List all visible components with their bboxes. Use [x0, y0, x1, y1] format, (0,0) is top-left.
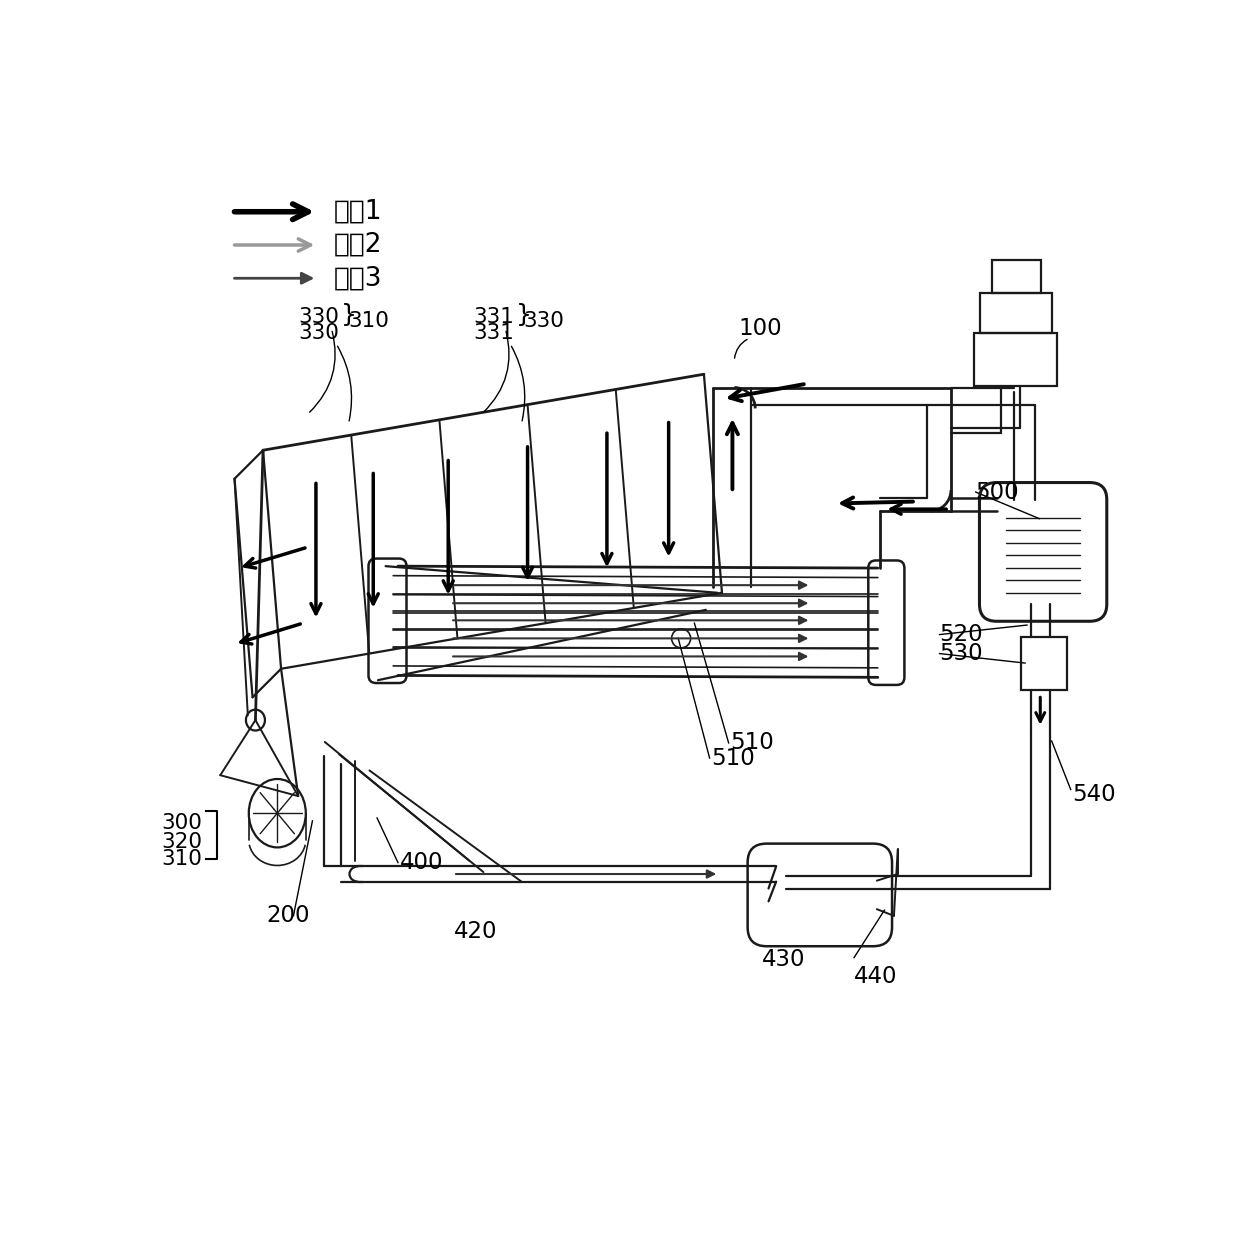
Text: 331: 331 — [472, 323, 513, 343]
Text: 420: 420 — [454, 919, 497, 943]
Text: 400: 400 — [399, 851, 444, 874]
Text: 530: 530 — [940, 642, 983, 665]
Text: 箭头1: 箭头1 — [334, 199, 382, 225]
Text: }: } — [341, 302, 357, 327]
Text: 331: 331 — [472, 307, 513, 327]
Text: 520: 520 — [940, 623, 983, 647]
Text: 500: 500 — [976, 480, 1019, 503]
Text: 310: 310 — [348, 311, 389, 331]
Text: 440: 440 — [854, 965, 898, 988]
Text: 320: 320 — [161, 832, 202, 851]
Text: 510: 510 — [730, 732, 774, 754]
Text: 330: 330 — [298, 323, 339, 343]
Text: 300: 300 — [161, 813, 202, 833]
Text: 310: 310 — [161, 849, 202, 869]
Text: 540: 540 — [1073, 782, 1116, 806]
Text: 330: 330 — [523, 311, 564, 331]
Text: 箭头3: 箭头3 — [334, 265, 382, 291]
Text: 100: 100 — [738, 317, 781, 341]
Text: 330: 330 — [298, 307, 339, 327]
Text: 510: 510 — [712, 747, 755, 770]
Text: 箭头2: 箭头2 — [334, 232, 382, 258]
Text: 430: 430 — [761, 948, 806, 971]
Text: }: } — [516, 302, 532, 327]
Text: 200: 200 — [267, 905, 310, 927]
